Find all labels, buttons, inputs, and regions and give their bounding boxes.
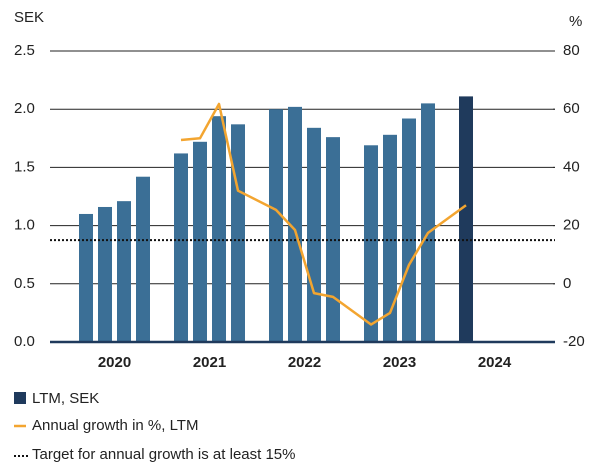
bar	[136, 176, 150, 342]
bar	[364, 145, 378, 342]
x-tick-label: 2021	[193, 354, 226, 371]
bar	[269, 109, 283, 342]
x-tick-label: 2020	[98, 354, 131, 371]
bar	[79, 213, 93, 342]
x-tick-label: 2022	[288, 354, 321, 371]
legend-label: LTM, SEK	[32, 390, 99, 407]
y-tick-label: 1.5	[14, 158, 35, 175]
bar	[117, 201, 131, 342]
bar	[383, 134, 397, 342]
y2-tick-label: 60	[563, 100, 580, 117]
legend-label: Target for annual growth is at least 15%	[32, 446, 295, 463]
x-tick-label: 2023	[383, 354, 416, 371]
y-tick-label: 2.5	[14, 42, 35, 59]
bar	[326, 137, 340, 342]
bar	[174, 153, 188, 342]
growth-line	[180, 102, 467, 326]
y-tick-label: 2.0	[14, 100, 35, 117]
x-tick-label: 2024	[478, 354, 512, 371]
y2-tick-label: 80	[563, 42, 580, 59]
bar	[231, 124, 245, 342]
bar	[402, 118, 416, 343]
bar	[307, 127, 321, 342]
y2-axis-label: %	[569, 13, 582, 30]
y-axis-label: SEK	[14, 9, 44, 26]
bar	[421, 103, 435, 342]
y-tick-label: 0.5	[14, 275, 35, 292]
y2-tick-label: 0	[563, 275, 571, 292]
legend-label: Annual growth in %, LTM	[32, 417, 198, 434]
y-tick-label: 1.0	[14, 217, 35, 234]
y2-tick-label: 40	[563, 158, 580, 175]
legend-swatch	[14, 392, 26, 404]
bar	[459, 96, 473, 343]
bar	[193, 141, 207, 342]
y2-tick-label: 20	[563, 217, 580, 234]
y2-tick-label: -20	[563, 333, 585, 350]
bar	[212, 116, 226, 343]
bar	[288, 106, 302, 342]
bar	[98, 206, 112, 342]
y-tick-label: 0.0	[14, 333, 35, 350]
